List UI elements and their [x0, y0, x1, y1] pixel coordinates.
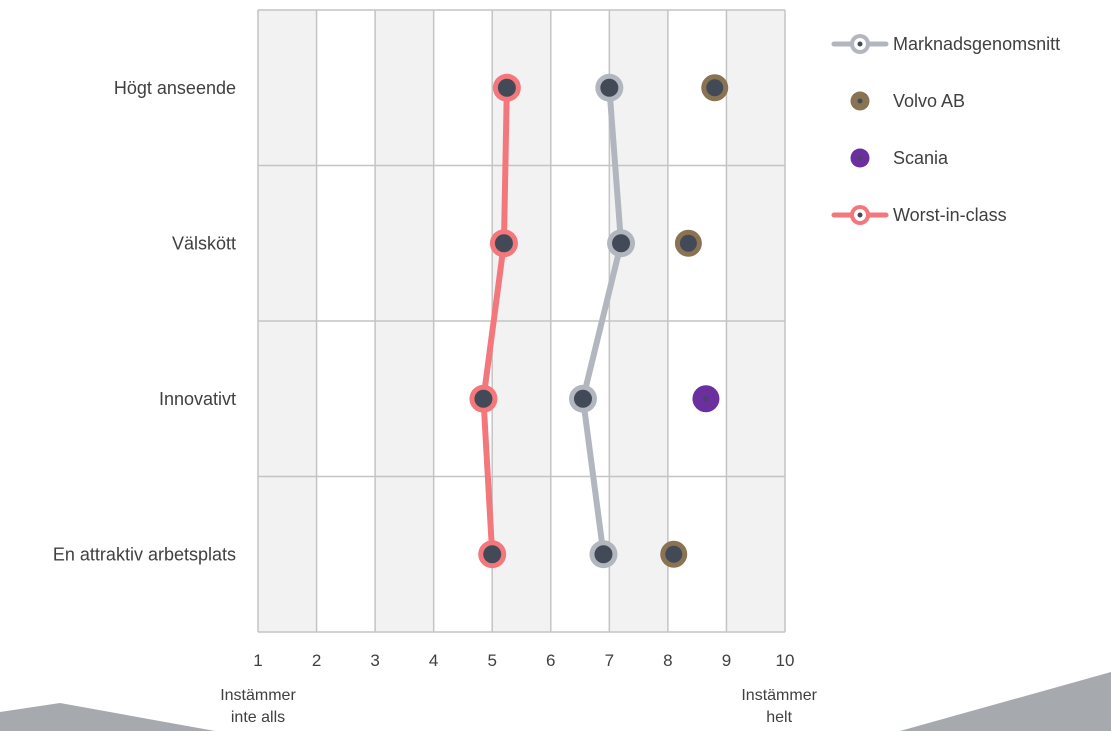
- category-label-v-lsk-tt: Välskött: [172, 233, 236, 253]
- grid-lines: [257, 9, 786, 633]
- marker-center: [573, 389, 592, 408]
- series-markers: [469, 73, 729, 569]
- series-line-marknadsgenomsnitt: [579, 84, 625, 558]
- category-labels: Högt anseende Välskött Innovativt En attrak…: [53, 78, 236, 565]
- scale-anchor-right-line-1: Instämmer: [741, 687, 817, 704]
- legend-swatch-dot: [857, 41, 863, 47]
- marker-center: [474, 389, 493, 408]
- legend-swatch-dot: [857, 212, 863, 218]
- x-tick-label-7: 7: [605, 651, 614, 670]
- x-tick-label-5: 5: [487, 651, 496, 670]
- marker-center: [679, 234, 697, 252]
- scale-anchor-labels: Instämmer inte alls Instämmer helt: [220, 687, 817, 726]
- marker-center: [594, 545, 613, 564]
- series-line-worst-in-class: [480, 84, 510, 558]
- corner-wedge-right: [900, 672, 1111, 731]
- legend-label-marknadsgenomsnitt: Marknadsgenomsnitt: [893, 34, 1060, 54]
- series-lines: [480, 84, 625, 558]
- legend-item-volvo-ab: Volvo AB: [850, 91, 965, 111]
- legend: Marknadsgenomsnitt Volvo AB Scania Worst-in…: [831, 34, 1060, 225]
- data-point-worst-in-class-innovativt: [469, 384, 498, 413]
- marker-center: [665, 545, 683, 563]
- legend-swatch-dot: [857, 155, 863, 161]
- x-tick-labels: 1 2 3 4 5 6 7 8 9 10: [253, 651, 794, 670]
- decorative-corners: [0, 672, 1111, 731]
- data-point-marknadsgenomsnitt-innovativt: [568, 384, 597, 413]
- data-point-marknadsgenomsnitt-h-gt-anseende: [595, 73, 624, 102]
- data-point-worst-in-class-en-attraktiv-arbetsplats: [478, 540, 507, 569]
- category-label-h-gt-anseende: Högt anseende: [114, 78, 236, 98]
- x-tick-label-6: 6: [546, 651, 555, 670]
- corner-wedge-left: [0, 703, 215, 731]
- marker-center: [612, 234, 631, 253]
- scale-anchor-right-line-2: helt: [766, 709, 792, 726]
- marker-center: [706, 79, 724, 97]
- marker-center: [600, 78, 619, 97]
- x-tick-label-2: 2: [312, 651, 321, 670]
- data-point-worst-in-class-h-gt-anseende: [492, 73, 521, 102]
- data-point-worst-in-class-v-lsk-tt: [489, 229, 518, 258]
- legend-label-worst-in-class: Worst-in-class: [893, 205, 1007, 225]
- data-point-volvo-ab-v-lsk-tt: [674, 229, 702, 257]
- legend-item-marknadsgenomsnitt: Marknadsgenomsnitt: [831, 34, 1060, 54]
- x-tick-label-10: 10: [776, 651, 795, 670]
- legend-item-scania: Scania: [850, 148, 949, 168]
- legend-label-scania: Scania: [893, 148, 949, 168]
- data-point-scania-innovativt: [692, 385, 720, 413]
- scale-anchor-left-line-1: Instämmer: [220, 687, 296, 704]
- data-point-marknadsgenomsnitt-en-attraktiv-arbetsplats: [589, 540, 618, 569]
- category-label-innovativt: Innovativt: [159, 389, 236, 409]
- x-tick-label-8: 8: [663, 651, 672, 670]
- x-tick-label-9: 9: [722, 651, 731, 670]
- category-label-en-attraktiv-arbetsplats: En attraktiv arbetsplats: [53, 544, 236, 564]
- data-point-volvo-ab-h-gt-anseende: [701, 74, 729, 102]
- x-tick-label-1: 1: [253, 651, 262, 670]
- marker-dot: [702, 395, 709, 402]
- marker-center: [494, 234, 513, 253]
- legend-label-volvo-ab: Volvo AB: [893, 91, 965, 111]
- x-tick-label-3: 3: [370, 651, 379, 670]
- legend-swatch-dot: [857, 98, 863, 104]
- x-tick-label-4: 4: [429, 651, 438, 670]
- data-point-volvo-ab-en-attraktiv-arbetsplats: [660, 540, 688, 568]
- marker-center: [497, 78, 516, 97]
- scale-anchor-left-line-2: inte alls: [231, 709, 285, 726]
- legend-item-worst-in-class: Worst-in-class: [831, 205, 1007, 225]
- marker-center: [483, 545, 502, 564]
- data-point-marknadsgenomsnitt-v-lsk-tt: [607, 229, 636, 258]
